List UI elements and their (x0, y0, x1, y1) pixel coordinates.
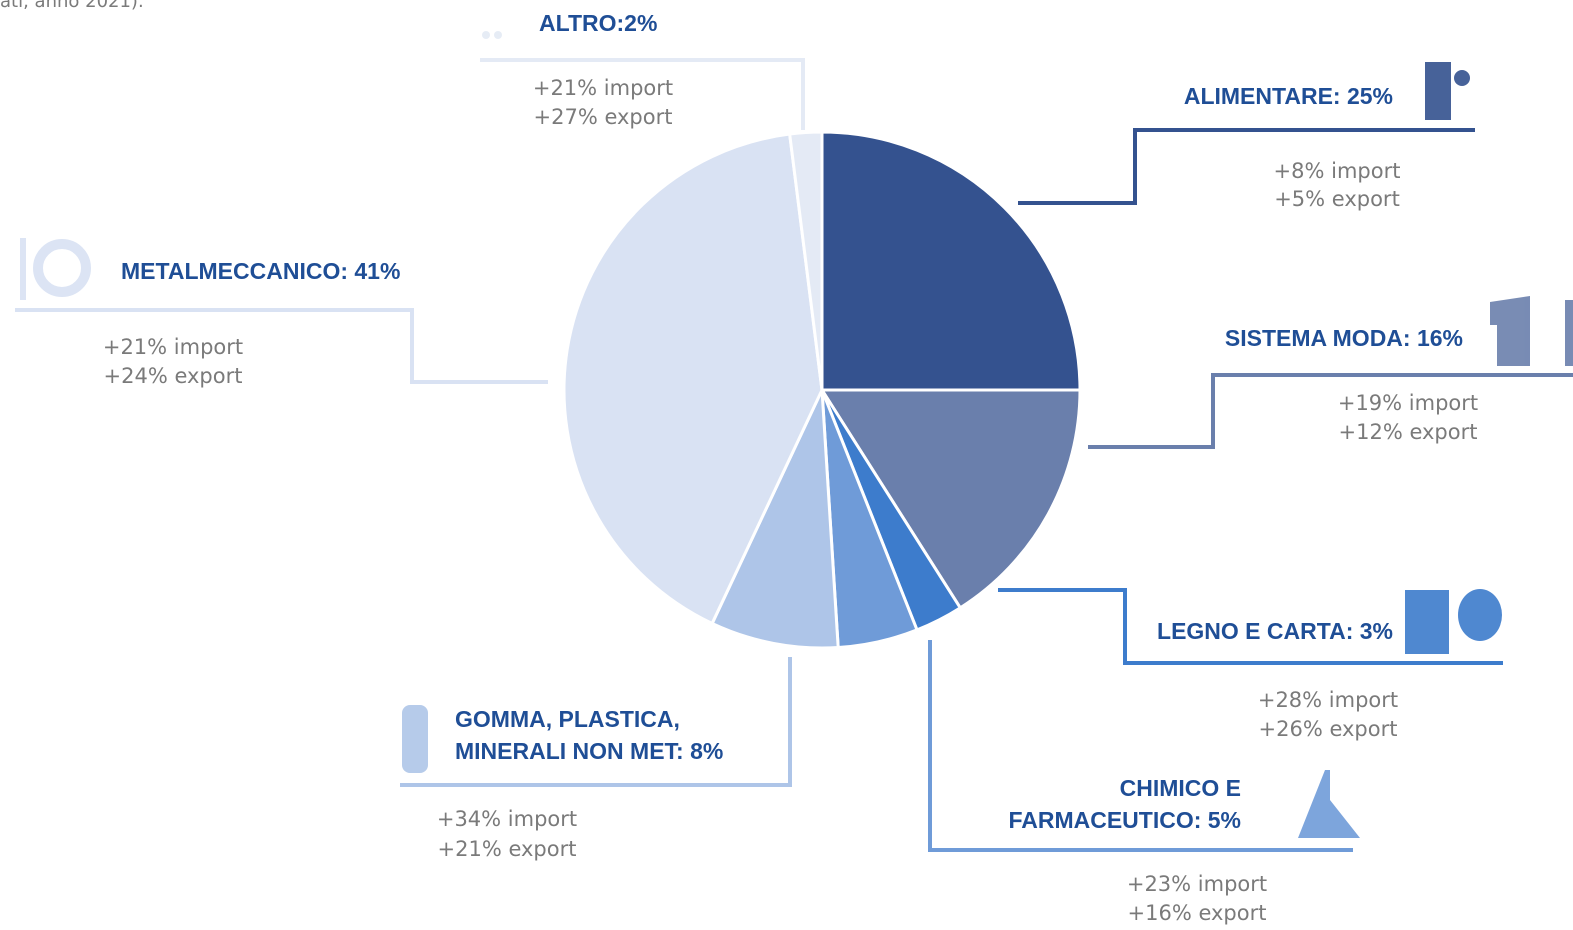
slice-note: +27% export (534, 105, 673, 129)
leader-line (928, 640, 1353, 852)
leader-line (1088, 373, 1573, 449)
slice-label: GOMMA, PLASTICA, (455, 706, 680, 732)
slice-note: +21% import (103, 335, 243, 359)
slice-note: +19% import (1338, 391, 1478, 415)
slice-label: CHIMICO E (1120, 775, 1241, 801)
leader-line (400, 657, 792, 787)
slice-note: +5% export (1274, 187, 1400, 211)
icon-gear (20, 238, 26, 300)
slice-label: LEGNO E CARTA: 3% (1157, 618, 1393, 644)
source-note: ati, anno 2021). (0, 0, 144, 12)
slice-note: +34% import (437, 807, 577, 831)
slice-note: +28% import (1258, 688, 1398, 712)
icon-gear (33, 239, 91, 297)
slice-note: +21% import (533, 76, 673, 100)
slice-label: FARMACEUTICO: 5% (1008, 807, 1241, 833)
slice-label: ALIMENTARE: 25% (1184, 83, 1393, 109)
icon-dots (482, 31, 490, 39)
icon-food (1454, 70, 1470, 86)
slice-label: METALMECCANICO: 41% (121, 258, 400, 284)
icon-food (1425, 62, 1451, 120)
slice-note: +24% export (104, 364, 243, 388)
pie-slice (562, 132, 824, 626)
leader-line (1018, 128, 1475, 205)
pie-slice (787, 130, 824, 391)
slice-label: MINERALI NON MET: 8% (455, 738, 723, 764)
slice-note: +26% export (1259, 717, 1398, 741)
leader-line (480, 58, 805, 130)
leader-line (998, 588, 1503, 665)
slice-label: ALTRO:2% (539, 10, 657, 36)
icon-bottle (402, 705, 428, 773)
icon-flask (1298, 770, 1360, 838)
pie-slice (710, 389, 840, 650)
pie-slice (820, 130, 1082, 392)
icon-shirt (1565, 300, 1573, 366)
icons (20, 31, 1573, 838)
icon-shirt (1490, 296, 1530, 366)
icon-dots (494, 31, 502, 39)
slice-note: +8% import (1274, 159, 1401, 183)
slice-note: +12% export (1339, 420, 1478, 444)
slice-note: +21% export (438, 837, 577, 861)
pie-slice (819, 388, 1082, 610)
icon-roll (1458, 589, 1502, 641)
slice-note: +16% export (1128, 901, 1267, 925)
slice-note: +23% import (1127, 872, 1267, 896)
leader-line (15, 308, 548, 384)
slice-label: SISTEMA MODA: 16% (1225, 325, 1463, 351)
icon-roll (1405, 590, 1449, 654)
